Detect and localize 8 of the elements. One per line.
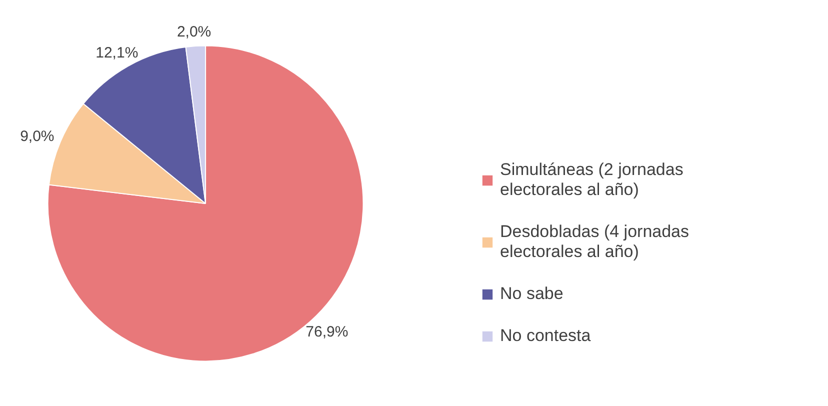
legend-label: Simultáneas (2 jornadas electorales al año): [500, 160, 684, 200]
legend-label: No contesta: [500, 326, 591, 346]
legend-label: Desdobladas (4 jornadas electorales al año): [500, 222, 690, 262]
data-label: 76,9%: [306, 323, 348, 340]
data-label: 12,1%: [96, 44, 138, 62]
data-label: 9,0%: [20, 128, 54, 145]
data-label: 2,0%: [176, 24, 212, 41]
legend-label: No sabe: [500, 284, 564, 304]
